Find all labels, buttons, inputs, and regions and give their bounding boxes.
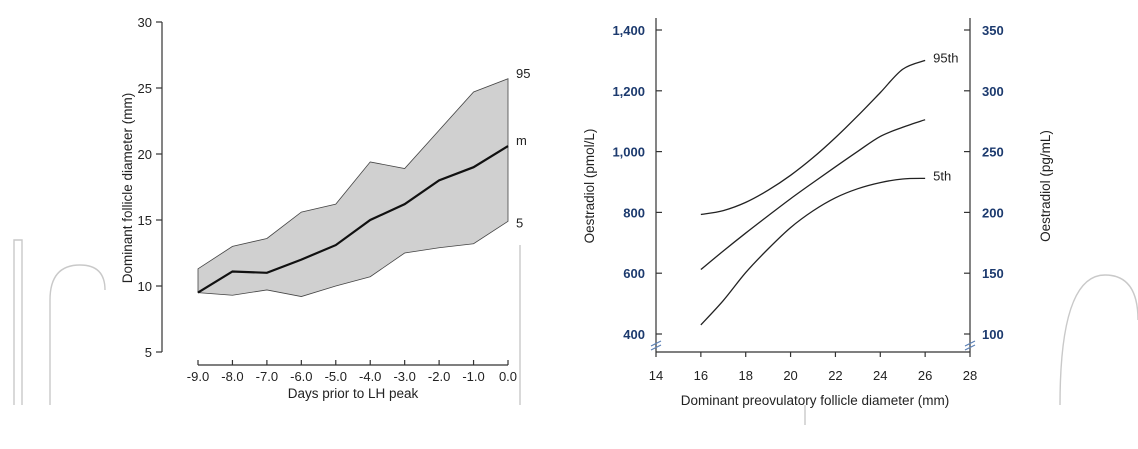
y-tick-label: 5 xyxy=(145,345,152,360)
left-y-tick-label: 1,400 xyxy=(612,23,645,38)
y-tick-label: 20 xyxy=(138,147,152,162)
x-tick-label: 16 xyxy=(694,368,708,383)
x-tick-label: -5.0 xyxy=(325,369,347,384)
right-y-axis-ticks: 100 150 200 250 300 350 xyxy=(964,23,1004,342)
right-y-tick-label: 150 xyxy=(982,266,1004,281)
left-y-tick-label: 1,000 xyxy=(612,145,645,160)
x-tick-label: 22 xyxy=(828,368,842,383)
right-axis-break-mark xyxy=(964,340,976,351)
x-tick-label: -4.0 xyxy=(359,369,381,384)
percentile-curve-1 xyxy=(700,59,926,216)
x-tick-label: -6.0 xyxy=(290,369,312,384)
x-tick-label: -1.0 xyxy=(462,369,484,384)
curve-label-5th: 5th xyxy=(933,168,951,183)
x-tick-label: 0.0 xyxy=(499,369,517,384)
x-tick-label: -7.0 xyxy=(256,369,278,384)
left-y-tick-label: 600 xyxy=(623,266,645,281)
x-axis-title: Dominant preovulatory follicle diameter … xyxy=(681,393,950,408)
background-watermark xyxy=(13,239,1138,425)
mean-line-label: m xyxy=(516,133,527,148)
left-y-axis-title: Oestradiol (pmol/L) xyxy=(582,129,597,244)
band-lower-label: 5 xyxy=(516,215,523,230)
right-y-tick-label: 300 xyxy=(982,84,1004,99)
y-tick-label: 15 xyxy=(138,213,152,228)
x-axis-title: Days prior to LH peak xyxy=(288,386,419,401)
percentile-band-area xyxy=(197,78,509,297)
right-y-axis-title: Oestradiol (pg/mL) xyxy=(1038,130,1053,242)
y-tick-label: 25 xyxy=(138,81,152,96)
x-tick-label: -8.0 xyxy=(221,369,243,384)
left-y-tick-label: 400 xyxy=(623,327,645,342)
left-axis-break-mark xyxy=(650,340,662,351)
x-tick-label: 18 xyxy=(738,368,752,383)
x-tick-label: 26 xyxy=(918,368,932,383)
right-y-tick-label: 250 xyxy=(982,145,1004,160)
x-tick-label: -3.0 xyxy=(393,369,415,384)
left-y-axis-ticks: 400 600 800 1,000 1,200 1,400 xyxy=(612,23,662,342)
percentile-curves: 95th 5th xyxy=(700,50,958,326)
x-tick-label: 28 xyxy=(963,368,977,383)
curve-label-95th: 95th xyxy=(933,50,958,65)
y-tick-label: 30 xyxy=(138,15,152,30)
oestradiol-chart: 400 600 800 1,000 1,200 1,400 100 150 200 250 300… xyxy=(582,18,1053,408)
mean-line xyxy=(197,145,509,294)
right-y-tick-label: 100 xyxy=(982,327,1004,342)
band-upper-label: 95 xyxy=(516,66,530,81)
right-y-tick-label: 350 xyxy=(982,23,1004,38)
y-axis-title: Dominant follicle diameter (mm) xyxy=(120,93,135,284)
x-tick-label: 20 xyxy=(783,368,797,383)
left-y-tick-label: 1,200 xyxy=(612,84,645,99)
x-tick-label: 14 xyxy=(649,368,663,383)
right-y-tick-label: 200 xyxy=(982,205,1004,220)
x-tick-label: -2.0 xyxy=(428,369,450,384)
x-tick-label: -9.0 xyxy=(187,369,209,384)
follicle-diameter-chart: 5 10 15 20 25 30 -9.0 -8.0 -7.0 -6.0 -5.0 -4.0 -3.0… xyxy=(120,15,530,401)
y-axis-ticks: 5 10 15 20 25 30 xyxy=(138,15,162,360)
percentile-curve-2 xyxy=(700,119,926,271)
x-axis-ticks: -9.0 -8.0 -7.0 -6.0 -5.0 -4.0 -3.0 -2.0 -1.0 0.0 xyxy=(187,360,517,384)
percentile-curve-3 xyxy=(700,177,926,326)
x-axis-ticks: 14 16 18 20 22 24 26 28 xyxy=(649,352,977,383)
x-tick-label: 24 xyxy=(873,368,887,383)
left-y-tick-label: 800 xyxy=(623,205,645,220)
y-tick-label: 10 xyxy=(138,279,152,294)
